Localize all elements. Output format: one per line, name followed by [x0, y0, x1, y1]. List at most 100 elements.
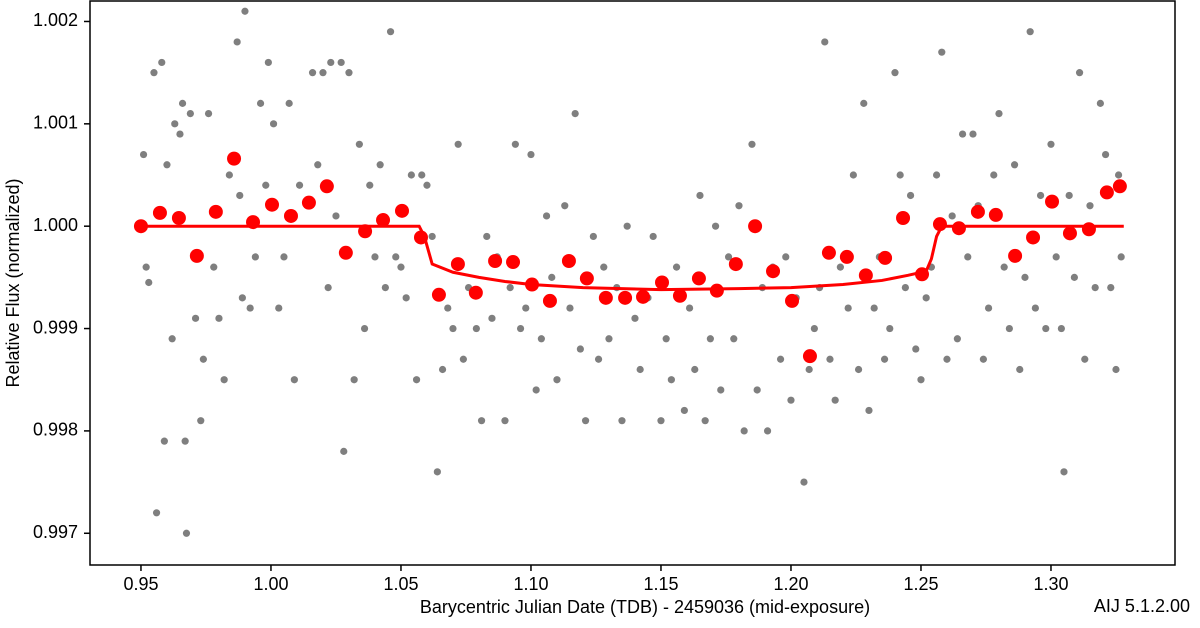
binned-point: [208, 204, 223, 219]
data-point: [594, 355, 603, 363]
data-point: [506, 284, 514, 292]
data-point: [948, 212, 956, 220]
binned-point: [561, 253, 576, 268]
data-point: [1096, 99, 1104, 107]
data-point: [191, 314, 200, 322]
data-point: [964, 253, 972, 261]
binned-point: [988, 207, 1003, 222]
data-point: [444, 304, 452, 312]
binned-point: [319, 179, 334, 194]
data-point: [662, 335, 670, 343]
data-point: [477, 417, 486, 425]
data-point: [527, 150, 535, 159]
data-point: [906, 191, 915, 200]
data-point: [269, 120, 278, 128]
data-point: [308, 69, 317, 77]
data-point: [636, 365, 644, 374]
data-point: [922, 294, 930, 302]
data-point: [295, 181, 304, 189]
binned-point: [709, 283, 724, 298]
data-point: [275, 304, 283, 312]
data-point: [327, 58, 335, 67]
data-point: [657, 417, 665, 425]
data-point: [537, 335, 545, 343]
data-point: [251, 253, 259, 261]
data-point: [319, 69, 327, 77]
data-point: [618, 417, 626, 425]
data-point: [561, 202, 569, 210]
data-point: [763, 427, 772, 435]
data-point: [886, 324, 894, 333]
data-point: [826, 355, 834, 363]
data-point: [685, 304, 694, 312]
data-point: [158, 58, 166, 67]
data-point: [1052, 253, 1060, 261]
data-point: [844, 304, 852, 312]
data-point: [145, 278, 153, 287]
data-point: [1016, 365, 1024, 374]
data-point: [256, 99, 265, 107]
binned-point: [468, 285, 483, 300]
data-point: [264, 58, 272, 67]
binned-point: [672, 288, 687, 303]
data-point: [831, 396, 839, 404]
binned-point: [766, 264, 781, 279]
data-point: [483, 232, 491, 241]
binned-point: [598, 290, 613, 305]
data-point: [1057, 324, 1065, 333]
data-point: [332, 212, 340, 220]
binned-point: [189, 248, 204, 263]
data-point: [150, 69, 158, 77]
y-tick-label: 1.001: [33, 113, 78, 133]
data-point: [340, 447, 348, 455]
data-point: [984, 304, 993, 312]
data-point: [1010, 161, 1019, 169]
data-point: [386, 28, 395, 36]
data-point: [581, 417, 590, 425]
data-point: [880, 355, 889, 363]
data-point: [428, 232, 436, 241]
y-tick-label: 0.999: [33, 317, 78, 337]
x-tick-label: 1.25: [903, 574, 938, 594]
binned-point: [542, 293, 557, 308]
data-point: [800, 478, 808, 486]
data-point: [522, 304, 530, 312]
data-point: [454, 140, 462, 148]
data-point: [280, 253, 288, 261]
data-point: [1026, 28, 1034, 36]
data-point: [672, 263, 681, 271]
data-point: [355, 140, 363, 148]
data-point: [516, 324, 525, 333]
data-point: [178, 99, 187, 107]
data-point: [730, 335, 738, 343]
data-point: [995, 109, 1003, 118]
data-point: [566, 304, 574, 312]
y-tick-label: 0.998: [33, 420, 78, 440]
binned-point: [579, 271, 594, 286]
data-point: [917, 376, 925, 384]
version-annotation: AIJ 5.1.2.00: [1094, 596, 1190, 616]
data-point: [753, 386, 761, 394]
data-point: [1091, 284, 1099, 292]
data-point: [706, 335, 714, 343]
data-point: [605, 335, 613, 343]
data-point: [397, 263, 405, 271]
data-point: [860, 99, 868, 107]
data-point: [1065, 191, 1073, 200]
data-point: [748, 140, 756, 148]
data-point: [979, 355, 987, 363]
data-point: [459, 355, 467, 363]
data-point: [314, 161, 322, 169]
data-point: [262, 181, 270, 189]
data-point: [1081, 355, 1089, 363]
binned-point: [802, 349, 817, 364]
data-point: [371, 253, 379, 261]
data-point: [943, 355, 951, 363]
data-point: [696, 191, 704, 200]
data-point: [1047, 140, 1055, 148]
y-tick-label: 1.000: [33, 215, 78, 235]
data-point: [438, 365, 447, 374]
data-point: [449, 324, 457, 333]
binned-point: [748, 219, 763, 234]
